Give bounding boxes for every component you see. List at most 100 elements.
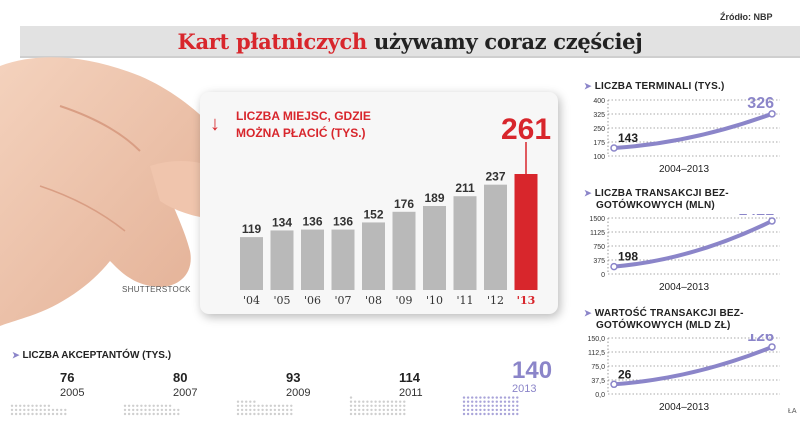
transactions-line-chart: 1500 1125 750 375 0 198 1421 2004–2013 <box>589 214 780 293</box>
acceptor-dot <box>51 408 55 412</box>
acceptor-dot <box>466 408 470 412</box>
acceptor-dot <box>471 396 474 399</box>
series-point <box>768 110 776 118</box>
end-value-label: 126 <box>747 334 774 345</box>
acceptor-dot <box>374 400 377 403</box>
acceptor-dot <box>374 408 377 412</box>
acceptor-dot <box>47 404 51 407</box>
acceptor-dot <box>512 404 515 407</box>
places-category-label: '10 <box>426 294 443 307</box>
acceptor-dot <box>168 404 172 407</box>
x-axis-label: 2004–2013 <box>659 402 709 413</box>
acceptor-dot <box>39 412 42 416</box>
author-signature: ŁA <box>788 408 797 415</box>
acceptor-dot <box>123 404 127 407</box>
acceptor-dot <box>349 412 353 416</box>
acceptor-dot <box>378 400 381 403</box>
places-bar-value-label: 134 <box>272 215 292 229</box>
acceptor-dot <box>349 404 353 407</box>
acceptor-dot <box>358 400 361 403</box>
acceptor-dot <box>144 408 147 412</box>
acceptor-dot <box>164 412 168 416</box>
acceptor-dot <box>471 408 474 412</box>
acceptor-dot <box>257 404 260 407</box>
acceptor-dot <box>249 408 252 412</box>
places-bar-value-label: 136 <box>333 215 353 229</box>
acceptor-dot <box>249 404 252 407</box>
acceptor-dot <box>462 400 466 403</box>
acceptor-dot <box>370 404 373 407</box>
acceptor-value-label: 140 <box>512 357 552 384</box>
acceptor-dot <box>261 408 264 412</box>
acceptor-dot <box>366 400 369 403</box>
acceptor-dot <box>240 412 244 416</box>
y-tick-label: 37,5 <box>591 378 605 385</box>
acceptor-dot <box>495 400 498 403</box>
acceptor-dot <box>47 408 51 412</box>
acceptor-dot <box>240 404 244 407</box>
acceptor-dot <box>349 396 353 399</box>
acceptor-dot <box>286 404 289 407</box>
acceptor-dot <box>43 404 46 407</box>
acceptor-dot <box>487 404 490 407</box>
acceptor-dot <box>475 412 478 416</box>
page-title: Kart płatniczych używamy coraz częściej <box>20 29 800 54</box>
acceptor-dot <box>164 404 168 407</box>
acceptor-dot <box>240 400 244 403</box>
places-bar <box>301 229 324 290</box>
acceptor-dot <box>265 404 268 407</box>
acceptor-dot <box>245 404 248 407</box>
acceptor-dot <box>281 404 285 407</box>
places-bar-value-label: 136 <box>302 215 322 229</box>
acceptor-dot <box>245 412 248 416</box>
acceptor-dot <box>471 412 474 416</box>
acceptor-dot <box>382 400 385 403</box>
acceptor-dot <box>140 408 143 412</box>
acceptor-dot <box>127 412 131 416</box>
acceptor-dot <box>483 404 486 407</box>
acceptor-dot <box>43 412 46 416</box>
acceptor-dot <box>399 400 402 403</box>
acceptor-dot <box>399 408 402 412</box>
acceptor-dot <box>362 408 365 412</box>
photo-credit: SHUTTERSTOCK <box>122 285 191 294</box>
end-value-label: 326 <box>747 96 774 112</box>
acceptor-dot <box>362 404 365 407</box>
acceptor-dot <box>10 412 14 416</box>
acceptor-dot <box>60 412 63 416</box>
places-bar <box>270 230 294 290</box>
acceptor-dot <box>64 412 67 416</box>
value-chart-title: ➤ Wartość transakcji bez-gotówkowych (mld… <box>584 308 744 331</box>
acceptor-dot <box>503 396 507 399</box>
title-highlight: Kart płatniczych <box>177 29 368 54</box>
acceptor-dot <box>487 400 490 403</box>
acceptor-dot <box>273 404 277 407</box>
acceptor-dot <box>55 408 59 412</box>
acceptor-dot <box>487 396 490 399</box>
acceptor-dot <box>290 412 293 416</box>
y-tick-label: 325 <box>593 112 605 119</box>
acceptor-dot <box>512 396 515 399</box>
acceptor-value-label: 93 <box>286 370 300 385</box>
acceptor-dot <box>14 408 18 412</box>
acceptor-dot <box>140 404 143 407</box>
acceptor-year-label: 2011 <box>399 387 423 399</box>
acceptor-dot <box>390 404 394 407</box>
acceptors-arrow-icon: ➤ <box>12 350 20 360</box>
acceptor-dot <box>370 400 373 403</box>
acceptor-dot <box>10 408 14 412</box>
acceptor-dot <box>14 412 18 416</box>
acceptor-dot <box>516 408 519 412</box>
places-bar-value-label: 261 <box>501 113 551 146</box>
acceptor-dot <box>503 404 507 407</box>
acceptor-dot <box>127 408 131 412</box>
acceptor-dot <box>503 412 507 416</box>
acceptor-dot <box>253 404 256 407</box>
acceptor-dot <box>123 408 127 412</box>
acceptor-dot <box>487 408 490 412</box>
acceptor-dot <box>399 412 402 416</box>
y-tick-label: 250 <box>593 126 605 133</box>
acceptor-dot <box>152 408 155 412</box>
acceptor-dot <box>31 404 34 407</box>
x-axis-label: 2004–2013 <box>659 164 709 175</box>
